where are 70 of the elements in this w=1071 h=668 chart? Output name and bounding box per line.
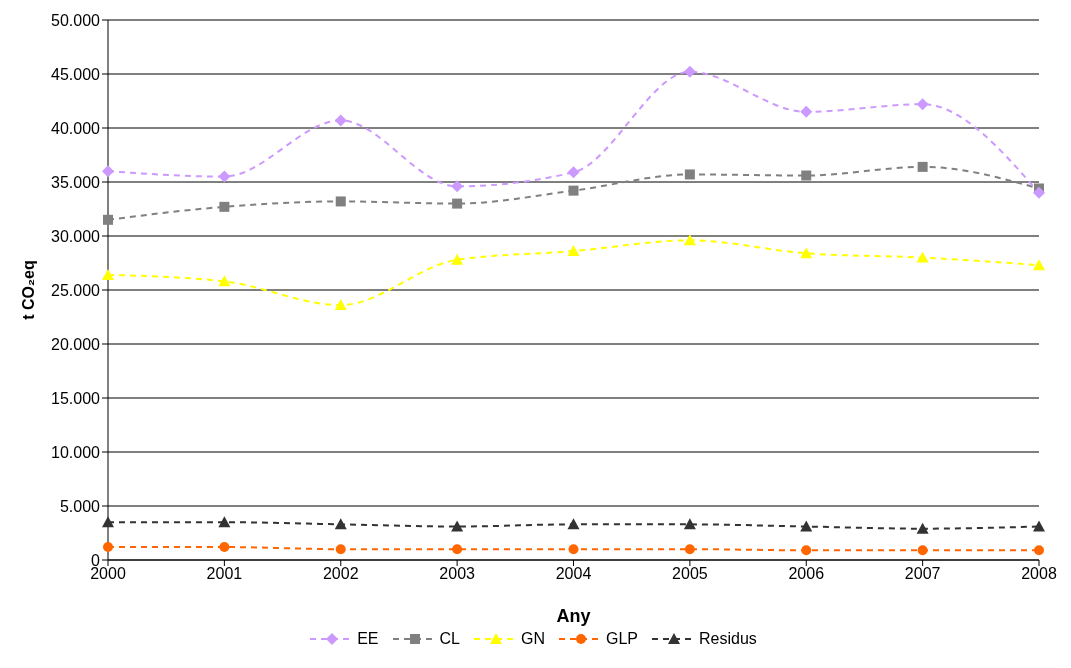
point xyxy=(916,98,929,111)
point xyxy=(334,114,347,127)
point xyxy=(800,247,813,259)
point xyxy=(451,180,464,193)
point xyxy=(916,522,929,534)
legend-label: GLP xyxy=(605,630,638,648)
point xyxy=(800,520,813,532)
point xyxy=(917,545,928,556)
x-tick-label: 2005 xyxy=(672,565,708,583)
x-tick-label: 2004 xyxy=(555,565,592,583)
x-tick-label: 2003 xyxy=(439,565,476,583)
point xyxy=(567,245,580,257)
y-tick-label: 50.000 xyxy=(51,11,101,29)
y-tick-label: 25.000 xyxy=(51,281,101,299)
point xyxy=(334,518,347,530)
x-tick-label: 2002 xyxy=(322,565,359,583)
y-tick-label: 40.000 xyxy=(51,119,101,137)
point xyxy=(218,275,231,287)
point xyxy=(103,542,113,553)
point xyxy=(567,166,580,179)
point xyxy=(1033,259,1045,271)
point xyxy=(1034,545,1044,556)
x-tick-label: 2001 xyxy=(206,565,243,583)
legend-label: EE xyxy=(357,630,379,648)
point xyxy=(684,169,695,180)
point xyxy=(102,268,114,280)
y-axis-title: t CO₂eq xyxy=(19,260,37,320)
x-tick-label: 2007 xyxy=(904,565,941,583)
point xyxy=(916,251,929,263)
point xyxy=(1033,186,1045,199)
y-tick-label: 15.000 xyxy=(51,389,101,407)
legend-label: GN xyxy=(520,630,545,648)
y-tick-label: 5.000 xyxy=(59,497,101,515)
point xyxy=(1033,520,1045,532)
point xyxy=(917,161,928,172)
point xyxy=(801,545,812,556)
point xyxy=(218,170,231,183)
point xyxy=(451,253,464,265)
point xyxy=(800,105,813,118)
legend-label: Residus xyxy=(699,630,757,648)
point xyxy=(218,516,231,528)
point xyxy=(568,544,579,555)
point xyxy=(568,185,579,196)
point xyxy=(219,542,230,553)
point xyxy=(452,198,463,209)
point xyxy=(334,299,347,311)
point xyxy=(683,65,696,78)
point xyxy=(801,170,812,181)
y-tick-label: 35.000 xyxy=(51,173,101,191)
point xyxy=(684,544,695,555)
legend-label: CL xyxy=(439,630,460,648)
point xyxy=(451,520,464,532)
x-tick-label: 2000 xyxy=(90,565,126,583)
point xyxy=(102,516,114,528)
x-tick-label: 2008 xyxy=(1021,565,1057,583)
y-tick-label: 45.000 xyxy=(51,65,101,83)
y-tick-label: 20.000 xyxy=(51,335,101,353)
point xyxy=(219,201,230,212)
point xyxy=(683,234,696,246)
point xyxy=(335,544,346,555)
point xyxy=(103,214,113,225)
y-tick-label: 10.000 xyxy=(51,443,101,461)
x-axis-title: Any xyxy=(556,606,591,626)
point xyxy=(335,196,346,207)
point xyxy=(452,544,463,555)
point xyxy=(102,165,114,178)
y-tick-label: 30.000 xyxy=(51,227,101,245)
point xyxy=(683,518,696,530)
x-tick-label: 2006 xyxy=(788,565,825,583)
point xyxy=(567,518,580,530)
